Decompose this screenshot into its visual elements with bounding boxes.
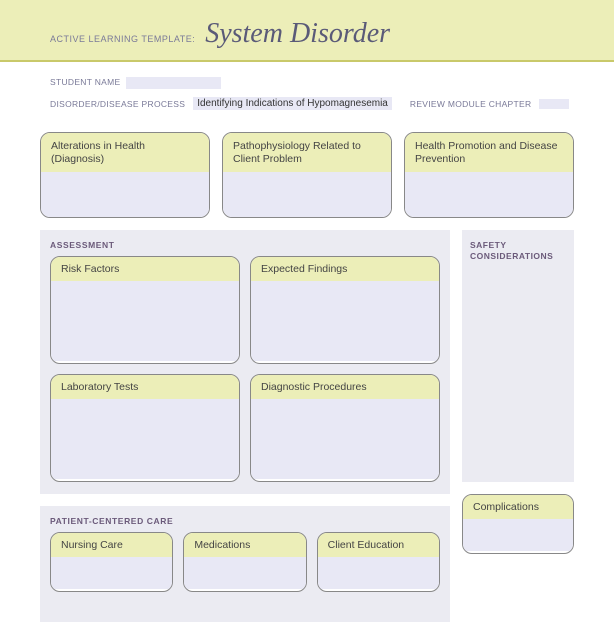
box-diagnostic-procedures: Diagnostic Procedures <box>250 374 440 482</box>
box-client-education-title: Client Education <box>318 533 439 557</box>
meta-section: STUDENT NAME DISORDER/DISEASE PROCESS Id… <box>0 62 614 118</box>
box-pathophysiology-title: Pathophysiology Related to Client Proble… <box>223 133 391 172</box>
header-title: System Disorder <box>205 18 390 50</box>
top-boxes-row: Alterations in Health (Diagnosis) Pathop… <box>40 132 574 218</box>
box-health-promotion: Health Promotion and Disease Prevention <box>404 132 574 218</box>
process-label: DISORDER/DISEASE PROCESS <box>50 99 185 109</box>
box-alterations-title: Alterations in Health (Diagnosis) <box>41 133 209 172</box>
box-health-promotion-body[interactable] <box>405 172 573 218</box>
pcc-label: PATIENT-CENTERED CARE <box>50 516 440 526</box>
box-nursing-care-body[interactable] <box>51 557 172 589</box>
chapter-field[interactable] <box>539 99 569 109</box>
box-expected-findings: Expected Findings <box>250 256 440 364</box>
assessment-panel: ASSESSMENT Risk Factors Expected Finding… <box>40 230 450 494</box>
safety-panel: SAFETY CONSIDERATIONS <box>462 230 574 482</box>
box-pathophysiology: Pathophysiology Related to Client Proble… <box>222 132 392 218</box>
box-medications-title: Medications <box>184 533 305 557</box>
box-lab-tests-title: Laboratory Tests <box>51 375 239 399</box>
box-medications-body[interactable] <box>184 557 305 589</box>
box-nursing-care-title: Nursing Care <box>51 533 172 557</box>
student-name-field[interactable] <box>126 77 221 89</box>
box-lab-tests-body[interactable] <box>51 399 239 479</box>
box-client-education: Client Education <box>317 532 440 592</box>
box-complications: Complications <box>462 494 574 554</box>
box-diagnostic-procedures-title: Diagnostic Procedures <box>251 375 439 399</box>
box-alterations: Alterations in Health (Diagnosis) <box>40 132 210 218</box>
box-health-promotion-title: Health Promotion and Disease Prevention <box>405 133 573 172</box>
process-value[interactable]: Identifying Indications of Hypomagnesemi… <box>193 97 392 110</box>
box-risk-factors-title: Risk Factors <box>51 257 239 281</box>
box-lab-tests: Laboratory Tests <box>50 374 240 482</box>
box-complications-title: Complications <box>463 495 573 519</box>
student-name-label: STUDENT NAME <box>50 77 121 87</box>
header-prefix: ACTIVE LEARNING TEMPLATE: <box>50 34 195 44</box>
box-alterations-body[interactable] <box>41 172 209 218</box>
header-bar: ACTIVE LEARNING TEMPLATE: System Disorde… <box>0 0 614 62</box>
box-medications: Medications <box>183 532 306 592</box>
box-diagnostic-procedures-body[interactable] <box>251 399 439 479</box>
box-nursing-care: Nursing Care <box>50 532 173 592</box>
box-pathophysiology-body[interactable] <box>223 172 391 218</box>
box-client-education-body[interactable] <box>318 557 439 589</box>
box-expected-findings-body[interactable] <box>251 281 439 361</box>
safety-label-2: CONSIDERATIONS <box>470 251 566 262</box>
pcc-panel: PATIENT-CENTERED CARE Nursing Care Medic… <box>40 506 450 622</box>
chapter-label: REVIEW MODULE CHAPTER <box>410 99 532 109</box>
safety-label-1: SAFETY <box>470 240 566 251</box>
box-risk-factors-body[interactable] <box>51 281 239 361</box>
assessment-label: ASSESSMENT <box>50 240 440 250</box>
box-complications-body[interactable] <box>463 519 573 551</box>
box-expected-findings-title: Expected Findings <box>251 257 439 281</box>
box-risk-factors: Risk Factors <box>50 256 240 364</box>
